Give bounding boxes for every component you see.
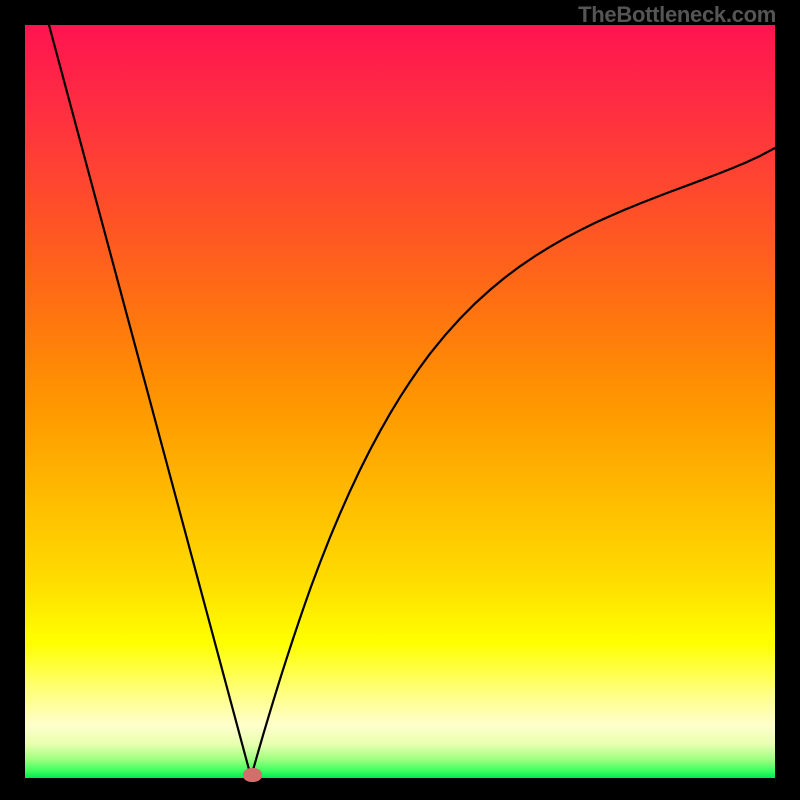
optimal-point-marker — [243, 768, 262, 782]
bottleneck-chart — [0, 0, 800, 800]
chart-container: TheBottleneck.com — [0, 0, 800, 800]
attribution-text: TheBottleneck.com — [578, 2, 776, 28]
